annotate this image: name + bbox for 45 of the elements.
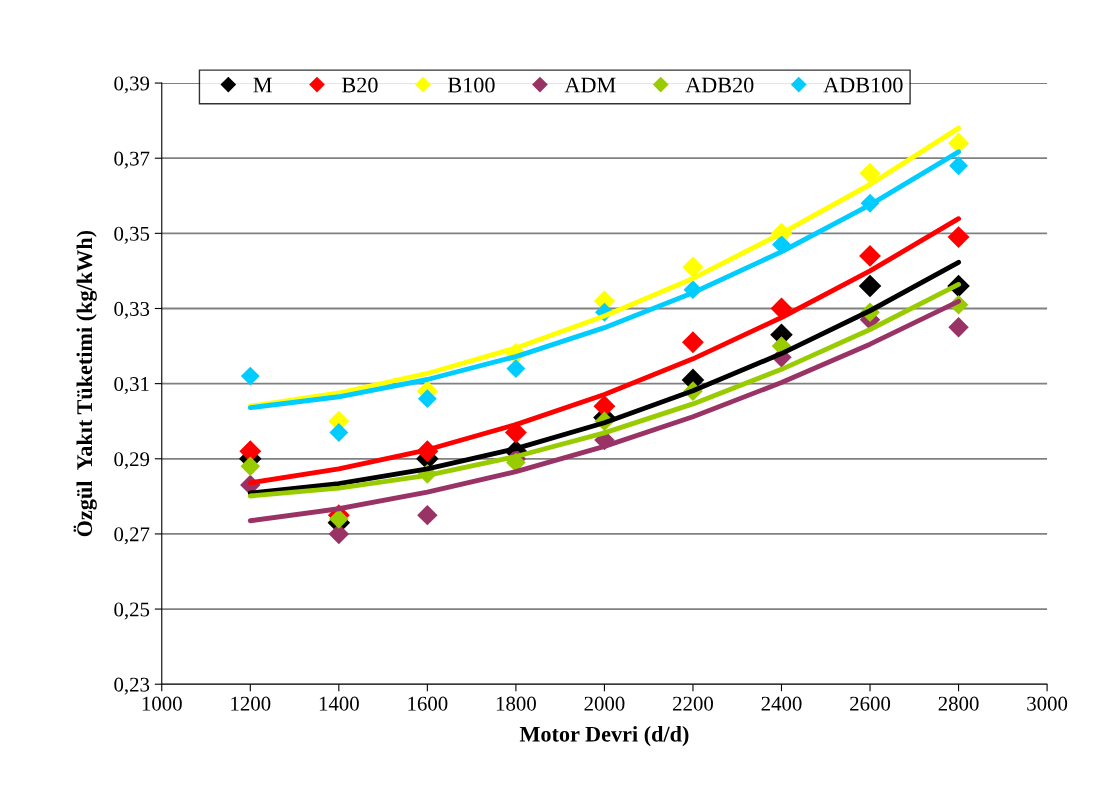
point	[240, 456, 261, 477]
y-tick-label: 0,31	[114, 377, 149, 395]
y-tick-label: 0,27	[114, 527, 150, 545]
point	[417, 504, 438, 526]
point	[859, 162, 881, 184]
legend-label: ADM	[564, 77, 616, 93]
point	[682, 256, 704, 278]
y-tick-label: 0,39	[114, 76, 150, 94]
y-tick-label: 0,35	[114, 226, 150, 244]
legend-label: B100	[447, 77, 495, 93]
point	[947, 226, 970, 249]
y-tick-label: 0,25	[114, 602, 150, 620]
x-tick-label: 1600	[408, 696, 448, 711]
point	[947, 132, 970, 154]
point	[859, 244, 881, 267]
y-tick-label: 0,33	[114, 301, 150, 319]
y-tick-label: 0,37	[114, 151, 150, 169]
legend-label: ADB20	[685, 77, 754, 93]
y-tick-label: 0,29	[114, 452, 150, 470]
x-tick-label: 3000	[1027, 696, 1068, 711]
x-tick-label: 2800	[938, 696, 979, 711]
x-tick-label: 1800	[496, 696, 536, 711]
x-tick-label: 1400	[319, 696, 359, 711]
x-tick-label: 2000	[584, 696, 625, 711]
point	[417, 389, 437, 409]
y-tick-label: 0,23	[114, 677, 150, 695]
point	[948, 317, 969, 338]
point	[329, 509, 349, 529]
point	[858, 274, 882, 298]
point	[329, 423, 349, 442]
x-axis-title: Motor Devri (d/d)	[519, 726, 689, 747]
legend-label: M	[253, 77, 272, 93]
legend-label: B20	[342, 77, 378, 93]
point	[682, 331, 704, 354]
point	[949, 156, 968, 176]
point	[328, 523, 350, 545]
x-tick-label: 2600	[850, 696, 891, 711]
x-tick-label: 1000	[142, 696, 182, 711]
legend-label: ADB100	[823, 77, 903, 93]
y-axis-title: Özgül Yakıt Tüketimi (kg/kWh)	[73, 230, 97, 537]
x-tick-label: 2400	[761, 696, 802, 711]
point	[506, 359, 526, 379]
point	[240, 366, 260, 386]
x-tick-label: 1200	[231, 696, 271, 711]
x-tick-label: 2200	[673, 696, 713, 711]
